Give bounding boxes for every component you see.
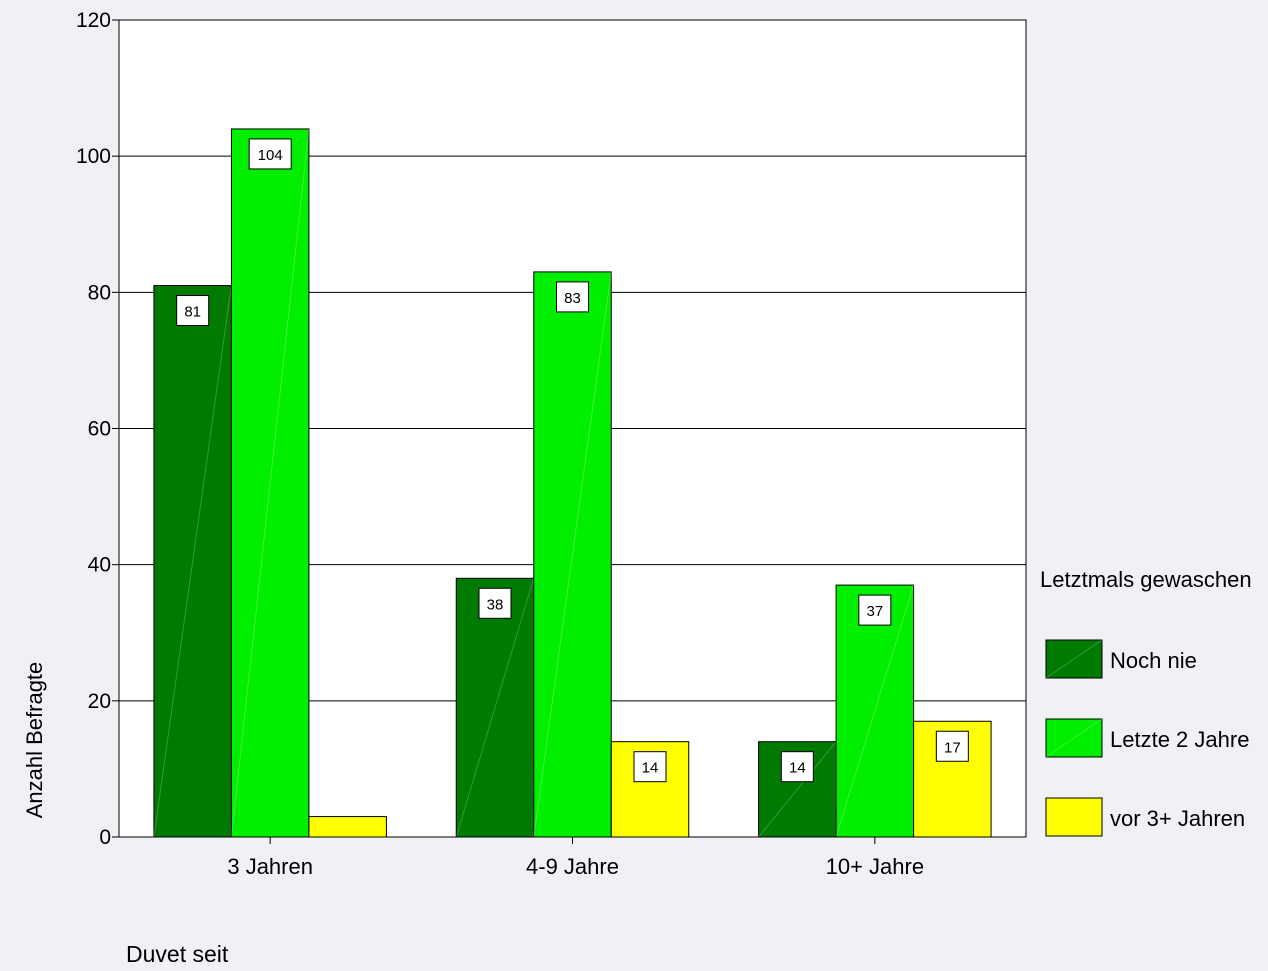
- bar: [835, 584, 915, 838]
- data-label: 38: [487, 596, 504, 613]
- bar-shading: [758, 741, 837, 838]
- legend-swatch: [1045, 718, 1103, 758]
- data-label: 14: [642, 760, 659, 777]
- y-axis: 0 20 40 60 80 100 120: [76, 9, 119, 849]
- data-label: 81: [184, 304, 201, 321]
- x-axis-title: Duvet seit: [126, 941, 229, 967]
- data-label: 14: [789, 760, 806, 777]
- data-label: 83: [564, 290, 581, 307]
- y-axis-title: Anzahl Befragte: [22, 662, 47, 819]
- data-label: 104: [258, 147, 283, 164]
- legend: Letztmals gewaschen Noch nie Letzte 2 Jah…: [1040, 567, 1252, 837]
- data-label: 17: [944, 739, 961, 756]
- bar-shading: [455, 578, 535, 838]
- bar: [153, 285, 232, 838]
- data-label-box: [176, 295, 210, 327]
- data-label-box: [780, 751, 814, 783]
- x-tick-label: 10+ Jahre: [826, 854, 924, 879]
- bar-shading: [230, 128, 310, 838]
- data-label: 37: [866, 603, 883, 620]
- y-tick-label: 120: [76, 9, 111, 32]
- data-label-box: [858, 594, 892, 626]
- legend-swatch: [1045, 797, 1103, 837]
- legend-swatch: [1045, 639, 1103, 679]
- data-label-box: [556, 281, 589, 313]
- legend-label: Letzte 2 Jahre: [1110, 727, 1249, 752]
- y-tick-label: 20: [88, 690, 111, 713]
- data-labels: 81 104 38 83 14 14 37 17: [176, 138, 969, 783]
- y-tick-label: 60: [88, 418, 111, 441]
- bar-shading: [533, 271, 612, 838]
- bar: [455, 577, 535, 838]
- data-label-box: [248, 138, 292, 170]
- legend-label: Noch nie: [1110, 648, 1197, 673]
- x-tick-label: 3 Jahren: [227, 854, 313, 879]
- bar-shading: [153, 285, 232, 838]
- bar: [308, 816, 387, 838]
- data-label-box: [633, 751, 667, 783]
- y-tick-label: 100: [76, 145, 111, 168]
- legend-swatch-shading: [1045, 718, 1103, 758]
- x-axis: 3 Jahren 4-9 Jahre 10+ Jahre: [227, 837, 924, 879]
- data-label-box: [478, 587, 512, 619]
- legend-title: Letztmals gewaschen: [1040, 567, 1252, 592]
- y-tick-label: 0: [99, 826, 111, 849]
- data-label-box: [935, 730, 969, 762]
- y-tick-label: 40: [88, 554, 111, 577]
- bar-shading: [835, 584, 915, 838]
- y-tick-label: 80: [88, 281, 111, 304]
- x-tick-label: 4-9 Jahre: [526, 854, 619, 879]
- legend-label: vor 3+ Jahren: [1110, 806, 1245, 831]
- bar: [533, 271, 612, 838]
- legend-swatch-shading: [1045, 639, 1103, 679]
